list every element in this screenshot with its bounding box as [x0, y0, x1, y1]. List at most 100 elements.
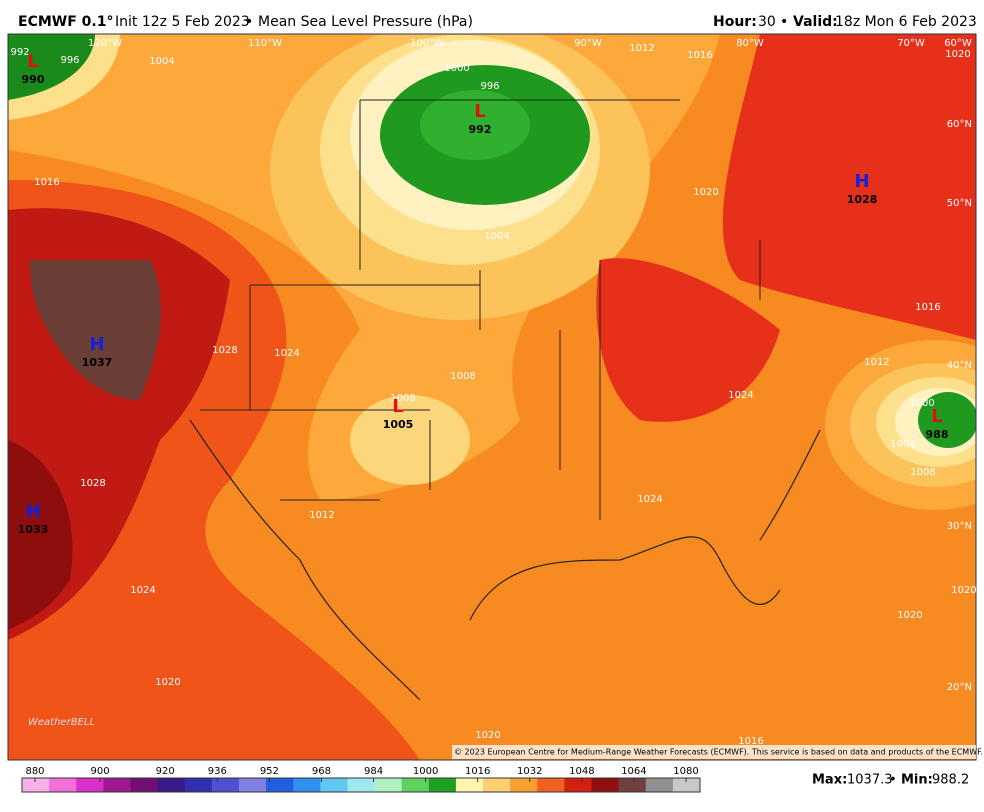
colorbar-tick-label: 1016 [465, 766, 490, 777]
hour: 30 [758, 14, 776, 30]
field-1032 [8, 440, 73, 630]
latitude-label: 40°N [947, 360, 972, 371]
isobar-label: 1012 [629, 43, 654, 54]
colorbar-cell [401, 778, 430, 792]
isobar-label: 1016 [738, 736, 763, 747]
valid-label: Valid: [793, 14, 838, 30]
field-nw-low [8, 34, 95, 100]
colorbar-cell [564, 778, 593, 792]
colorbar-cell [618, 778, 647, 792]
center-value: 990 [22, 73, 45, 86]
center-symbol: H [854, 171, 869, 192]
field-1036 [30, 260, 161, 400]
colorbar-tick-label: 920 [156, 766, 175, 777]
isobar-label: 1024 [728, 390, 753, 401]
max-label: Max: [812, 773, 847, 788]
field-1008-south [350, 395, 470, 485]
colorbar-cell [266, 778, 294, 792]
isobar-label: 1020 [945, 49, 970, 60]
colorbar-cell [130, 778, 159, 792]
isobar-label: 1000 [909, 398, 934, 409]
isobar-label: 1028 [212, 345, 237, 356]
map [8, 34, 976, 760]
longitude-label: 90°W [574, 38, 602, 49]
colorbar-cell [49, 778, 77, 792]
max: 1037.3 [847, 773, 893, 788]
isobar-label: 1004 [149, 56, 174, 67]
hour-label: Hour: [713, 14, 757, 30]
colorbar-tick-label: 880 [25, 766, 44, 777]
field-atl-996 [918, 392, 976, 448]
field-992 [420, 90, 530, 160]
isobar-label: 996 [60, 55, 79, 66]
colorbar-cell [645, 778, 674, 792]
colorbar-tick-label: 1032 [517, 766, 542, 777]
map-frame [7, 33, 977, 761]
isobar-label: 1020 [693, 187, 718, 198]
header: ECMWF 0.1° Init 12z 5 Feb 2023 • Mean Se… [18, 14, 977, 30]
longitude-label: 120°W [88, 38, 122, 49]
center-value: 988 [926, 428, 949, 441]
separator: • [889, 773, 897, 788]
run: Init 12z 5 Feb 2023 [115, 14, 250, 30]
isobar-label: 1020 [951, 585, 976, 596]
copyright-bg [452, 745, 976, 759]
longitude-label: 100°W [410, 38, 444, 49]
isobar-label: 1012 [309, 510, 334, 521]
colorbar-frame [21, 777, 701, 793]
colorbar-cell [76, 778, 104, 792]
separator: • [780, 14, 788, 30]
isobar-label: 1016 [915, 302, 940, 313]
isobar-label: 1008 [390, 393, 415, 404]
colorbar-cell [157, 778, 186, 792]
longitude-label: 70°W [897, 38, 925, 49]
isobar-label: 992 [10, 47, 29, 58]
colorbar-tick-label: 1048 [569, 766, 594, 777]
colorbar-cell [103, 778, 131, 792]
center-symbol: H [25, 501, 40, 522]
isobar-label: 1008 [450, 371, 475, 382]
min-label: Min: [901, 773, 933, 788]
colorbar-cell [184, 778, 213, 792]
logo: WeatherBELL [28, 717, 95, 728]
center-symbol: H [89, 334, 104, 355]
field-east-high [722, 34, 976, 340]
colorbar-cell [510, 778, 538, 792]
longitude-label: 60°W [944, 38, 972, 49]
center-symbol: L [27, 51, 38, 72]
center-symbol: L [931, 406, 942, 427]
separator: • [245, 14, 253, 30]
isobar-label: 1024 [274, 348, 299, 359]
longitude-label: 80°W [736, 38, 764, 49]
center-value: 1033 [18, 523, 49, 536]
field: Mean Sea Level Pressure (hPa) [258, 14, 473, 30]
colorbar-tick-label: 984 [364, 766, 383, 777]
isobar-label: 1020 [475, 730, 500, 741]
center-symbol: L [392, 396, 403, 417]
isobar-label: 1012 [864, 357, 889, 368]
latitude-label: 50°N [947, 198, 972, 209]
colorbar-cell [238, 778, 267, 792]
model: ECMWF 0.1° [18, 14, 113, 30]
copyright: © 2023 European Centre for Medium-Range … [454, 748, 983, 757]
colorbar-tick-label: 1000 [413, 766, 438, 777]
coastline [189, 419, 821, 701]
center-symbol: L [474, 101, 485, 122]
colorbar-cell [211, 778, 240, 792]
colorbar-tick-label: 968 [312, 766, 331, 777]
colorbar-cell [483, 778, 511, 792]
colorbar-cell [347, 778, 376, 792]
center-value: 992 [469, 123, 492, 136]
center-value: 1028 [847, 193, 878, 206]
isobar-label: 1020 [897, 610, 922, 621]
colorbar-cell [293, 778, 321, 792]
colorbar-cell [374, 778, 403, 792]
colorbar-cell [537, 778, 565, 792]
isobar-label: 1004 [890, 439, 915, 450]
borders [200, 99, 761, 520]
colorbar-cell [320, 778, 348, 792]
isobar-label: 996 [480, 81, 499, 92]
colorbar-tick-label: 900 [91, 766, 110, 777]
isobar-label: 1024 [637, 494, 662, 505]
